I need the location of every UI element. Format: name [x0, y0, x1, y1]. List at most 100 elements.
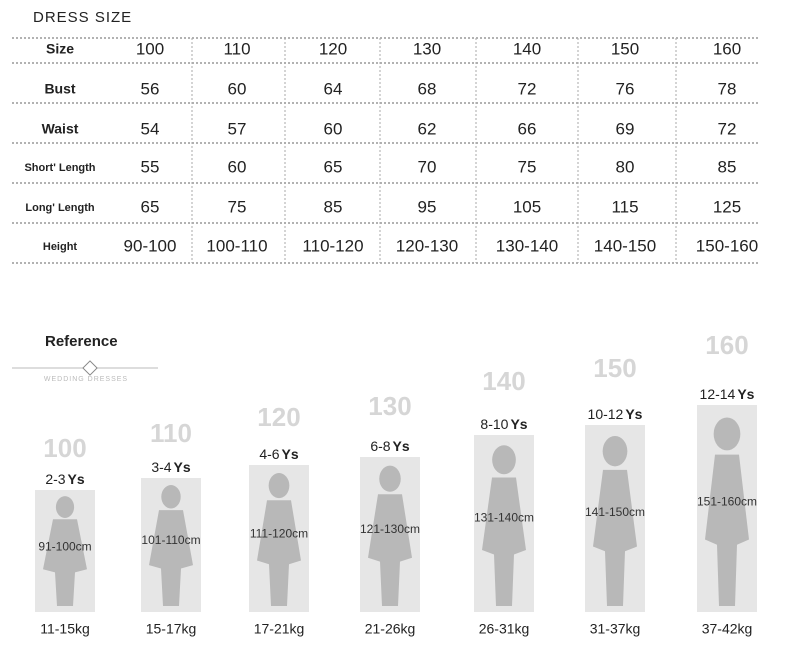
- cell: 70: [418, 157, 437, 176]
- figure-head: [268, 473, 290, 499]
- cell: 85: [718, 157, 737, 176]
- height-label: 121-130cm: [360, 522, 420, 536]
- size-label: 150: [593, 353, 636, 383]
- age-unit: Ys: [68, 471, 85, 487]
- cell: 72: [718, 119, 737, 138]
- cell: 60: [228, 79, 247, 98]
- age-label: 6-8 Ys: [370, 438, 410, 454]
- cell: 115: [611, 197, 638, 216]
- cell: 69: [616, 119, 635, 138]
- figure-body: [43, 519, 87, 606]
- age-label: 10-12 Ys: [588, 406, 643, 422]
- cell: 64: [324, 79, 343, 98]
- cell: 75: [518, 157, 537, 176]
- weight-label: 11-15kg: [40, 621, 90, 637]
- age-label: 12-14 Ys: [700, 386, 755, 402]
- age-unit: Ys: [174, 459, 191, 475]
- height-label: 131-140cm: [474, 510, 534, 524]
- cell: 56: [141, 79, 160, 98]
- row-header: Bust: [44, 81, 75, 97]
- figure-head: [379, 465, 401, 492]
- height-label: 141-150cm: [585, 505, 645, 519]
- cell: 100: [136, 39, 164, 58]
- cell: 90-100: [124, 236, 177, 255]
- cell: 54: [141, 119, 160, 138]
- cell: 130: [413, 39, 441, 58]
- cell: 140-150: [594, 236, 656, 255]
- cell: 130-140: [496, 236, 558, 255]
- row-header: Waist: [42, 121, 79, 137]
- cell: 55: [141, 157, 160, 176]
- reference-title: Reference: [45, 333, 118, 350]
- cell: 62: [418, 119, 437, 138]
- row-header: Height: [43, 241, 78, 253]
- height-label: 151-160cm: [697, 494, 757, 508]
- figure-head: [602, 436, 628, 467]
- size-label: 110: [150, 418, 192, 448]
- size-label: 160: [705, 330, 748, 360]
- weight-label: 21-26kg: [365, 621, 416, 637]
- cell: 65: [141, 197, 160, 216]
- weight-label: 31-37kg: [590, 621, 641, 637]
- size-label: 100: [43, 433, 86, 463]
- cell: 110-120: [302, 236, 363, 255]
- age-range: 10-12: [588, 406, 624, 422]
- cell: 140: [513, 39, 541, 58]
- figure-body: [257, 500, 301, 606]
- age-range: 12-14: [700, 386, 736, 402]
- figure-body: [482, 477, 526, 606]
- cell: 57: [228, 119, 247, 138]
- cell: 100-110: [206, 236, 267, 255]
- cell: 150-160: [696, 236, 758, 255]
- weight-label: 15-17kg: [146, 621, 197, 637]
- age-unit: Ys: [510, 416, 527, 432]
- cell: 110: [223, 39, 250, 58]
- cell: 80: [616, 157, 635, 176]
- size-label: 120: [257, 402, 300, 432]
- age-range: 2-3: [45, 471, 65, 487]
- cell: 72: [518, 79, 537, 98]
- figure-body: [149, 510, 193, 606]
- height-label: 101-110cm: [141, 533, 200, 547]
- cell: 76: [616, 79, 635, 98]
- row-header: Size: [46, 41, 74, 57]
- figure-body: [593, 469, 637, 606]
- cell: 75: [228, 197, 247, 216]
- figure-body: [705, 454, 749, 606]
- weight-label: 17-21kg: [254, 621, 305, 637]
- cell: 120-130: [396, 236, 458, 255]
- weight-label: 26-31kg: [479, 621, 530, 637]
- cell: 95: [418, 197, 437, 216]
- cell: 66: [518, 119, 537, 138]
- title: DRESS SIZE: [33, 9, 132, 26]
- row-header: Long' Length: [25, 202, 94, 214]
- age-range: 6-8: [370, 438, 390, 454]
- height-label: 111-120cm: [250, 526, 308, 540]
- cell: 60: [324, 119, 343, 138]
- figure-head: [713, 417, 741, 451]
- weight-label: 37-42kg: [702, 621, 753, 637]
- age-unit: Ys: [625, 406, 642, 422]
- ornament: [82, 360, 98, 376]
- height-label: 91-100cm: [38, 540, 91, 554]
- figure-body: [368, 494, 412, 606]
- size-label: 130: [368, 391, 411, 421]
- age-label: 2-3 Ys: [45, 471, 85, 487]
- age-range: 8-10: [480, 416, 508, 432]
- cell: 60: [228, 157, 247, 176]
- age-label: 8-10 Ys: [480, 416, 527, 432]
- age-unit: Ys: [393, 438, 410, 454]
- cell: 105: [513, 197, 541, 216]
- age-unit: Ys: [737, 386, 754, 402]
- figure-head: [492, 445, 516, 475]
- cell: 120: [319, 39, 347, 58]
- cell: 78: [718, 79, 737, 98]
- figure-head: [161, 485, 181, 509]
- age-range: 3-4: [151, 459, 171, 475]
- cell: 65: [324, 157, 343, 176]
- cell: 150: [611, 39, 639, 58]
- age-label: 3-4 Ys: [151, 459, 191, 475]
- age-range: 4-6: [259, 446, 279, 462]
- cell: 125: [713, 197, 741, 216]
